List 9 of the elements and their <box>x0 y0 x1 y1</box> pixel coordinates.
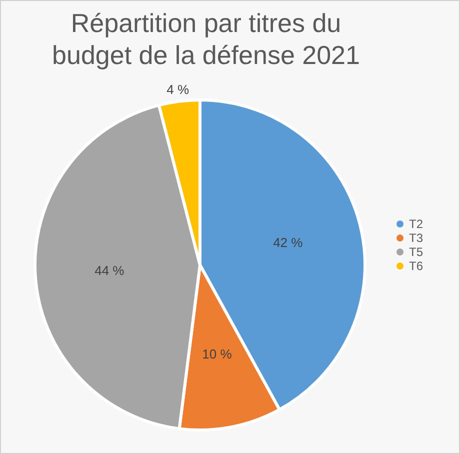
data-label: 44 % <box>94 263 125 278</box>
chart-title: Répartition par titres du budget de la défense 2021 <box>52 8 360 70</box>
data-label: 42 % <box>273 234 304 250</box>
legend-label: T5 <box>409 245 424 259</box>
legend-label: T2 <box>409 217 424 231</box>
legend-label: T6 <box>409 259 424 273</box>
data-label: 10 % <box>202 346 232 362</box>
legend-label: T3 <box>409 231 424 245</box>
data-label: 4 % <box>166 82 190 97</box>
